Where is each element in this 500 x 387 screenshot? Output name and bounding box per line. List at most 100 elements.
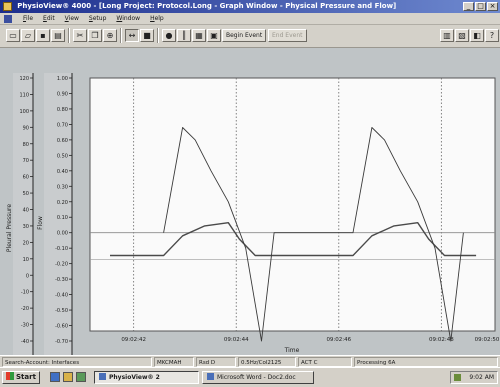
physioview-icon	[99, 373, 106, 380]
status-cell: Rsd D	[196, 357, 236, 367]
outer-tick-label: 40	[23, 208, 29, 214]
x-tick-label: 09:02:44	[224, 337, 249, 343]
status-cell: ACT C	[298, 357, 352, 367]
bars-icon[interactable]: ║	[177, 29, 191, 42]
maximize-button[interactable]: □	[475, 2, 486, 11]
inner-axis-strip	[44, 73, 72, 355]
pressure-series-line	[110, 221, 477, 257]
inner-tick-label: -0.40	[55, 293, 68, 299]
inner-tick-label: 0.20	[57, 200, 68, 206]
document-icon[interactable]	[4, 14, 12, 23]
menu-view[interactable]: View	[64, 15, 79, 22]
folder-icon[interactable]	[63, 372, 73, 382]
outer-tick-label: 0	[26, 273, 29, 279]
status-bar: Search-Account: Interfaces MKCMAH Rsd D …	[0, 355, 500, 368]
stop-icon[interactable]: ■	[140, 29, 154, 42]
status-cell: 0.5Hz/Col2125	[238, 357, 296, 367]
status-cell: Processing 6A	[354, 357, 498, 367]
title-bar: PhysioView® 4000 - [Long Project: Protoc…	[0, 0, 500, 13]
grid-icon[interactable]: ▦	[192, 29, 206, 42]
toolbar: ▭ ▱ ▪ ▤ ✂ ❐ ⊕ ↔ ■ ● ║ ▦ ▣ Begin Event En…	[0, 25, 500, 48]
inner-tick-label: -0.10	[55, 246, 68, 252]
x-tick-label: 09:02:42	[121, 337, 146, 343]
task-physioview[interactable]: PhysioView® 2	[94, 371, 199, 384]
plot-area	[89, 77, 496, 332]
calibrate-icon[interactable]: ◧	[470, 29, 484, 42]
outer-axis-label: Pleural Pressure	[6, 204, 13, 252]
status-message: Search-Account: Interfaces	[2, 357, 152, 367]
taskbar: Start PhysioView® 2 Microsoft Word - Doc…	[0, 367, 500, 387]
print-icon[interactable]: ▤	[51, 29, 65, 42]
pressure-flow-chart[interactable]: Pleural Pressure Flow Time 09:02:42 09:02…	[0, 48, 500, 355]
graph-window[interactable]: Pleural Pressure Flow Time 09:02:42 09:02…	[0, 48, 500, 355]
outer-tick-label: -40	[21, 339, 29, 345]
outer-tick-label: -10	[21, 290, 29, 296]
word-icon	[207, 373, 214, 380]
x-tick-label: 09:02:50	[475, 337, 500, 343]
menu-bar: File Edit View Setup Window Help	[0, 13, 500, 25]
x-axis-label: Time	[284, 347, 300, 354]
app-icon[interactable]	[3, 2, 12, 11]
outer-tick-label: 70	[23, 158, 29, 164]
copy-icon[interactable]: ❐	[88, 29, 102, 42]
task-word[interactable]: Microsoft Word - Doc2.doc	[202, 371, 314, 384]
outer-tick-label: 60	[23, 175, 29, 181]
toolbar-separator	[68, 28, 70, 43]
zoom-icon[interactable]: ⊕	[103, 29, 117, 42]
outer-tick-label: -30	[21, 323, 29, 329]
clock: 9:02 AM	[469, 374, 494, 381]
markers-icon[interactable]: ▣	[207, 29, 221, 42]
outer-tick-label: 120	[19, 76, 29, 82]
inner-tick-label: -0.20	[55, 262, 68, 268]
inner-tick-label: 1.00	[57, 76, 68, 82]
toolbar-separator	[120, 28, 122, 43]
speaker-icon[interactable]	[454, 374, 461, 381]
tile-icon[interactable]: ▥	[440, 29, 454, 42]
outer-tick-label: 110	[19, 92, 29, 98]
outer-tick-label: 10	[23, 257, 29, 263]
cursor-icon[interactable]: ↔	[125, 29, 139, 42]
help-icon[interactable]: ?	[485, 29, 499, 42]
save-icon[interactable]: ▪	[36, 29, 50, 42]
menu-window[interactable]: Window	[116, 15, 141, 22]
flow-series-line	[163, 127, 464, 342]
inner-tick-label: 0.30	[57, 184, 68, 190]
windows-logo-icon	[6, 372, 14, 380]
inner-tick-label: 0.70	[57, 122, 68, 128]
minimize-button[interactable]: _	[463, 2, 474, 11]
outer-tick-label: 100	[19, 109, 29, 115]
start-button[interactable]: Start	[2, 371, 40, 384]
menu-file[interactable]: File	[23, 15, 34, 22]
begin-event-button[interactable]: Begin Event	[222, 29, 267, 42]
outer-tick-label: 50	[23, 191, 29, 197]
window-title: PhysioView® 4000 - [Long Project: Protoc…	[17, 2, 397, 10]
inner-tick-label: -0.70	[55, 339, 68, 345]
inner-tick-label: 0.10	[57, 215, 68, 221]
outer-axis-strip	[13, 73, 33, 355]
browser-icon[interactable]	[50, 372, 60, 382]
x-tick-label: 09:02:48	[429, 337, 454, 343]
system-tray: 9:02 AM	[450, 371, 498, 384]
record-icon[interactable]: ●	[162, 29, 176, 42]
cut-icon[interactable]: ✂	[73, 29, 87, 42]
menu-edit[interactable]: Edit	[43, 15, 55, 22]
inner-tick-label: -0.50	[55, 308, 68, 314]
toolbar-separator	[157, 28, 159, 43]
status-cell: MKCMAH	[154, 357, 194, 367]
outer-tick-label: 90	[23, 125, 29, 131]
end-event-button[interactable]: End Event	[268, 29, 307, 42]
cascade-icon[interactable]: ▧	[455, 29, 469, 42]
new-icon[interactable]: ▭	[6, 29, 20, 42]
inner-tick-label: 0.80	[57, 107, 68, 113]
menu-setup[interactable]: Setup	[88, 15, 107, 22]
outer-tick-label: 80	[23, 142, 29, 148]
window-controls: _ □ ×	[463, 2, 498, 11]
close-button[interactable]: ×	[487, 2, 498, 11]
menu-help[interactable]: Help	[150, 15, 164, 22]
inner-tick-label: 0.00	[57, 231, 68, 237]
inner-tick-label: 0.50	[57, 153, 68, 159]
open-icon[interactable]: ▱	[21, 29, 35, 42]
desktop-icon[interactable]	[76, 372, 86, 382]
inner-axis-label: Flow	[37, 216, 44, 230]
outer-tick-label: 30	[23, 224, 29, 230]
